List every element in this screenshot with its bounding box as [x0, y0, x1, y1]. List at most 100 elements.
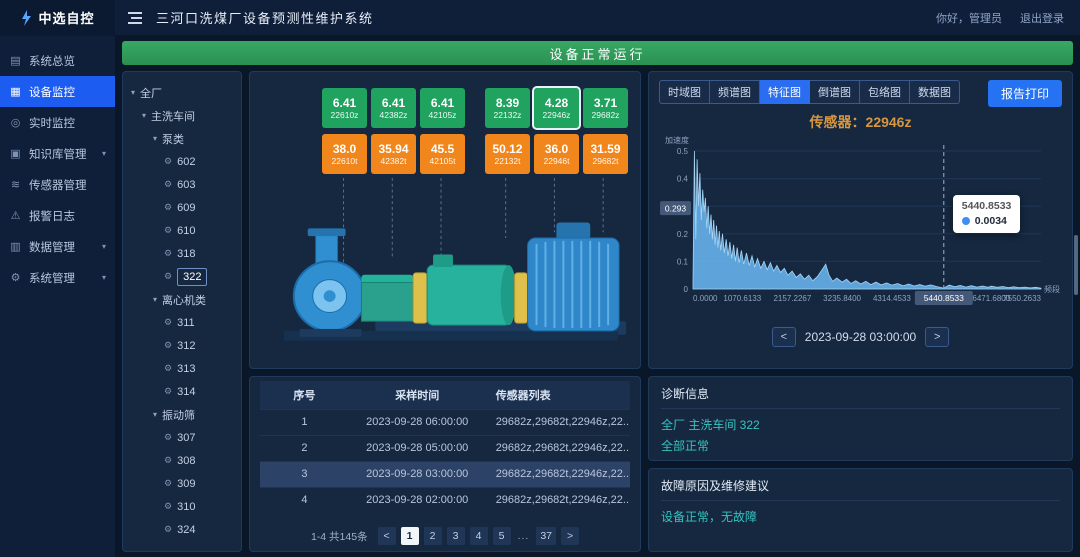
sensor-badge-42382t[interactable]: 35.94 42382t: [371, 134, 416, 174]
sensor-id: 42382z: [379, 109, 408, 120]
sensor-badge-22132z[interactable]: 8.39 22132z: [485, 88, 530, 128]
tree-leaf-603[interactable]: ⚙ 603: [128, 173, 236, 196]
sidebar-item-1[interactable]: ▤ 系统总览: [0, 45, 115, 76]
prev-datetime-button[interactable]: <: [771, 327, 796, 347]
sensor-badge-22132t[interactable]: 50.12 22132t: [485, 134, 530, 174]
tree-branch-9[interactable]: ▾ 离心机类: [128, 288, 236, 311]
page-button-37[interactable]: 37: [536, 527, 557, 545]
chart-tab-3[interactable]: 特征图: [760, 80, 810, 104]
print-report-button[interactable]: 报告打印: [987, 80, 1062, 107]
cell-no: 3: [260, 460, 349, 487]
sensor-badge-42105t[interactable]: 45.5 42105t: [420, 134, 465, 174]
tree-expand-icon: ▾: [131, 88, 136, 97]
sensor-id: 29682z: [591, 109, 620, 120]
sidebar-item-2[interactable]: ▦ 设备监控: [0, 76, 115, 107]
tree-leaf-307[interactable]: ⚙ 307: [128, 426, 236, 449]
svg-text:0: 0: [684, 285, 689, 294]
menu-collapse-icon[interactable]: [128, 11, 143, 24]
sidebar-item-7[interactable]: ▥ 数据管理 ▾: [0, 231, 115, 262]
right-column: 时域图 频谱图 特征图 倒谱图 包络图 数据图 报告打印 传感器：22946z 0 0.1 0…: [648, 71, 1073, 552]
tree-leaf-324[interactable]: ⚙ 324: [128, 518, 236, 541]
sensor-value: 35.94: [378, 141, 409, 156]
sidebar-item-5[interactable]: ≋ 传感器管理: [0, 169, 115, 200]
sidebar-item-4[interactable]: ▣ 知识库管理 ▾: [0, 138, 115, 169]
tree-leaf-312[interactable]: ⚙ 312: [128, 334, 236, 357]
sidebar-item-3[interactable]: ◎ 实时监控: [0, 107, 115, 138]
device-monitor-icon: ▦: [10, 86, 21, 98]
tree-leaf-309[interactable]: ⚙ 309: [128, 472, 236, 495]
sensor-badge-29682t[interactable]: 31.59 29682t: [583, 134, 628, 174]
sidebar-item-6[interactable]: ⚠ 报警日志: [0, 200, 115, 231]
tree-leaf-602[interactable]: ⚙ 602: [128, 150, 236, 173]
svg-text:0.293: 0.293: [665, 204, 687, 214]
tree-leaf-610[interactable]: ⚙ 610: [128, 219, 236, 242]
table-row-4[interactable]: 4 2023-09-28 02:00:00 29682z,29682t,22946z…: [260, 486, 630, 513]
sensor-id: 22610z: [330, 109, 359, 120]
next-page-button[interactable]: >: [561, 527, 580, 545]
vibration-badge-row: 6.41 22610z 6.41 42382z 6.41 42105z 8.39 22132z…: [258, 86, 632, 130]
logout-link[interactable]: 退出登录: [1020, 12, 1064, 25]
app-logo: 中选自控: [0, 0, 115, 36]
table-row-3[interactable]: 3 2023-09-28 03:00:00 29682z,29682t,22946z…: [260, 460, 630, 487]
tree-leaf-label: 312: [177, 339, 196, 352]
chart-tab-6[interactable]: 数据图: [910, 80, 960, 104]
diagnosis-status-link[interactable]: 全部正常: [661, 439, 710, 453]
sensor-id: 22132z: [493, 109, 522, 120]
tree-leaf-label: 313: [177, 362, 196, 375]
chart-tab-4[interactable]: 倒谱图: [810, 80, 860, 104]
page-button-4[interactable]: 4: [469, 527, 488, 545]
tree-leaf-label: 311: [177, 316, 195, 329]
sample-table: 序号 采样时间 传感器列表 1 2023-09-28 06:00:00 29682z,2…: [260, 381, 630, 513]
page-scrollbar[interactable]: [1074, 235, 1078, 295]
app-title: 三河口洗煤厂设备预测性维护系统: [156, 11, 374, 26]
tree-branch-label: 主洗车间: [151, 110, 196, 123]
table-row-1[interactable]: 1 2023-09-28 06:00:00 29682z,29682t,22946z…: [260, 408, 630, 435]
sensor-badge-22946t[interactable]: 36.0 22946t: [534, 134, 579, 174]
diagnosis-title: 诊断信息: [661, 385, 1060, 409]
tree-branch-0[interactable]: ▾ 全厂: [128, 81, 236, 104]
tree-branch-1[interactable]: ▾ 主洗车间: [128, 104, 236, 127]
sensor-badge-42105z[interactable]: 6.41 42105z: [420, 88, 465, 128]
chart-tab-2[interactable]: 频谱图: [710, 80, 760, 104]
next-datetime-button[interactable]: >: [925, 327, 950, 347]
chevron-down-icon: ▾: [101, 273, 106, 282]
chart-tab-1[interactable]: 时域图: [659, 80, 710, 104]
tree-leaf-609[interactable]: ⚙ 609: [128, 196, 236, 219]
cell-sensors: 29682z,29682t,22946z,22...: [485, 408, 630, 435]
tree-expand-icon: ▾: [153, 134, 158, 143]
tree-branch-label: 泵类: [162, 133, 185, 146]
gear-icon: ⚙: [164, 179, 173, 189]
sensor-badge-42382z[interactable]: 6.41 42382z: [371, 88, 416, 128]
prev-page-button[interactable]: <: [377, 527, 396, 545]
sensor-badge-22946z[interactable]: 4.28 22946z: [532, 86, 581, 130]
sensor-badge-29682z[interactable]: 3.71 29682z: [583, 88, 628, 128]
gear-icon: ⚙: [164, 501, 173, 511]
page-button-3[interactable]: 3: [446, 527, 465, 545]
cell-no: 2: [260, 434, 349, 461]
page-button-2[interactable]: 2: [423, 527, 442, 545]
page-button-1[interactable]: 1: [400, 527, 419, 545]
page-button-5[interactable]: 5: [492, 527, 511, 545]
tree-leaf-label: 610: [177, 224, 196, 237]
sensor-badge-22610t[interactable]: 38.0 22610t: [322, 134, 367, 174]
svg-text:0.4: 0.4: [677, 175, 689, 184]
tree-leaf-310[interactable]: ⚙ 310: [128, 495, 236, 518]
tree-leaf-314[interactable]: ⚙ 314: [128, 380, 236, 403]
sidebar-item-8[interactable]: ⚙ 系统管理 ▾: [0, 262, 115, 293]
table-row-2[interactable]: 2 2023-09-28 05:00:00 29682z,29682t,22946z…: [260, 434, 630, 461]
svg-text:1070.6133: 1070.6133: [723, 294, 761, 303]
tree-leaf-308[interactable]: ⚙ 308: [128, 449, 236, 472]
diagnosis-location-link[interactable]: 全厂 主洗车间 322: [661, 418, 760, 432]
feature-chart[interactable]: 00.10.20.30.40.5加速度0.00001070.61332157.2…: [659, 133, 1062, 323]
tree-branch-14[interactable]: ▾ 振动筛: [128, 403, 236, 426]
tree-branch-2[interactable]: ▾ 泵类: [128, 127, 236, 150]
realtime-monitor-icon: ◎: [10, 117, 21, 129]
tree-leaf-313[interactable]: ⚙ 313: [128, 357, 236, 380]
tree-leaf-318[interactable]: ⚙ 318: [128, 242, 236, 265]
chart-tab-5[interactable]: 包络图: [860, 80, 910, 104]
sensor-badge-22610z[interactable]: 6.41 22610z: [322, 88, 367, 128]
current-datetime: 2023-09-28 03:00:00: [804, 330, 917, 344]
tree-leaf-311[interactable]: ⚙ 311: [128, 311, 236, 334]
gear-icon: ⚙: [164, 156, 173, 166]
tree-leaf-322[interactable]: ⚙ 322: [128, 265, 236, 288]
